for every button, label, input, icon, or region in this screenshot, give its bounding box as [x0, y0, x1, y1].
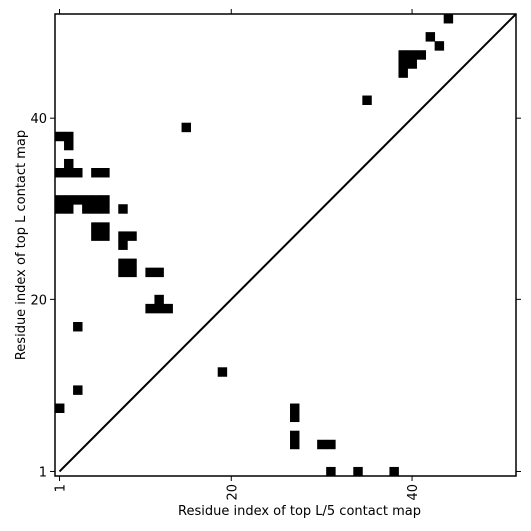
- contact-cell: [100, 195, 110, 205]
- contact-cell: [290, 412, 300, 423]
- contact-cell: [118, 258, 128, 269]
- contact-cell: [55, 204, 65, 214]
- contact-cell: [416, 50, 427, 60]
- contact-cell: [163, 303, 173, 314]
- contact-cell: [118, 267, 128, 278]
- contact-cell: [91, 222, 101, 232]
- y-tick-label: 1: [39, 465, 47, 480]
- contact-cell: [64, 204, 74, 214]
- contact-cell: [64, 131, 74, 142]
- contact-cell: [118, 240, 128, 250]
- contact-cell: [64, 168, 74, 178]
- contact-cell: [217, 367, 228, 377]
- contact-cell: [73, 195, 83, 205]
- contact-cell: [64, 195, 74, 205]
- contact-cell: [326, 466, 336, 477]
- contact-cell: [100, 231, 110, 241]
- contact-cell: [154, 267, 164, 278]
- contact-cell: [154, 303, 164, 314]
- axis-ticks: 1 20 40 1 20 40: [30, 9, 521, 501]
- x-tick-label: 1: [54, 484, 69, 492]
- contact-cell: [55, 131, 65, 142]
- contact-cell: [145, 267, 155, 278]
- contact-cell: [317, 439, 327, 450]
- contact-cell: [100, 168, 110, 178]
- contact-cell: [290, 403, 300, 413]
- x-tick-label: 40: [406, 484, 421, 501]
- contact-cell: [326, 439, 336, 450]
- diagonal-line: [58, 13, 517, 473]
- contact-cell: [100, 222, 110, 232]
- contact-cell: [398, 68, 408, 78]
- contact-cell: [55, 195, 65, 205]
- contact-cell: [362, 95, 372, 105]
- contact-cell: [398, 50, 408, 60]
- x-axis-label: Residue index of top L/5 contact map: [178, 504, 421, 519]
- contact-cell: [82, 195, 92, 205]
- y-tick-label: 20: [30, 293, 47, 308]
- contact-cell: [425, 32, 436, 42]
- contact-cell: [91, 195, 101, 205]
- contact-cell: [127, 258, 137, 269]
- contact-cell: [64, 158, 74, 169]
- contact-cell: [64, 140, 74, 151]
- contact-cell: [127, 267, 137, 278]
- contact-cell: [55, 168, 65, 178]
- contact-cell: [443, 14, 454, 24]
- contact-cell: [389, 466, 399, 477]
- contact-cell: [73, 322, 83, 332]
- plot-frame: [54, 13, 517, 477]
- contact-cell: [398, 59, 408, 69]
- contact-cell: [154, 294, 164, 305]
- contact-cell: [407, 50, 417, 60]
- contact-cell: [290, 430, 300, 441]
- contact-cell: [118, 204, 128, 214]
- contact-cell: [407, 59, 417, 69]
- contact-cell: [145, 303, 155, 314]
- contact-cell: [73, 168, 83, 178]
- x-tick-label: 20: [225, 484, 240, 501]
- contact-cell: [353, 466, 363, 477]
- contact-cell: [127, 231, 137, 241]
- contact-cell: [91, 204, 101, 214]
- contact-cell: [91, 231, 101, 241]
- y-axis-label: Residue index of top L contact map: [14, 130, 29, 360]
- contact-cell: [434, 41, 445, 51]
- contact-cell: [73, 385, 83, 395]
- contact-cell: [181, 122, 191, 133]
- contact-cell: [91, 168, 101, 178]
- contact-cell: [290, 439, 300, 450]
- contact-cell: [55, 403, 65, 413]
- contact-cell: [100, 204, 110, 214]
- contact-cell: [82, 204, 92, 214]
- contact-cells: [55, 14, 454, 477]
- y-tick-label: 40: [30, 112, 47, 127]
- contact-cell: [118, 231, 128, 241]
